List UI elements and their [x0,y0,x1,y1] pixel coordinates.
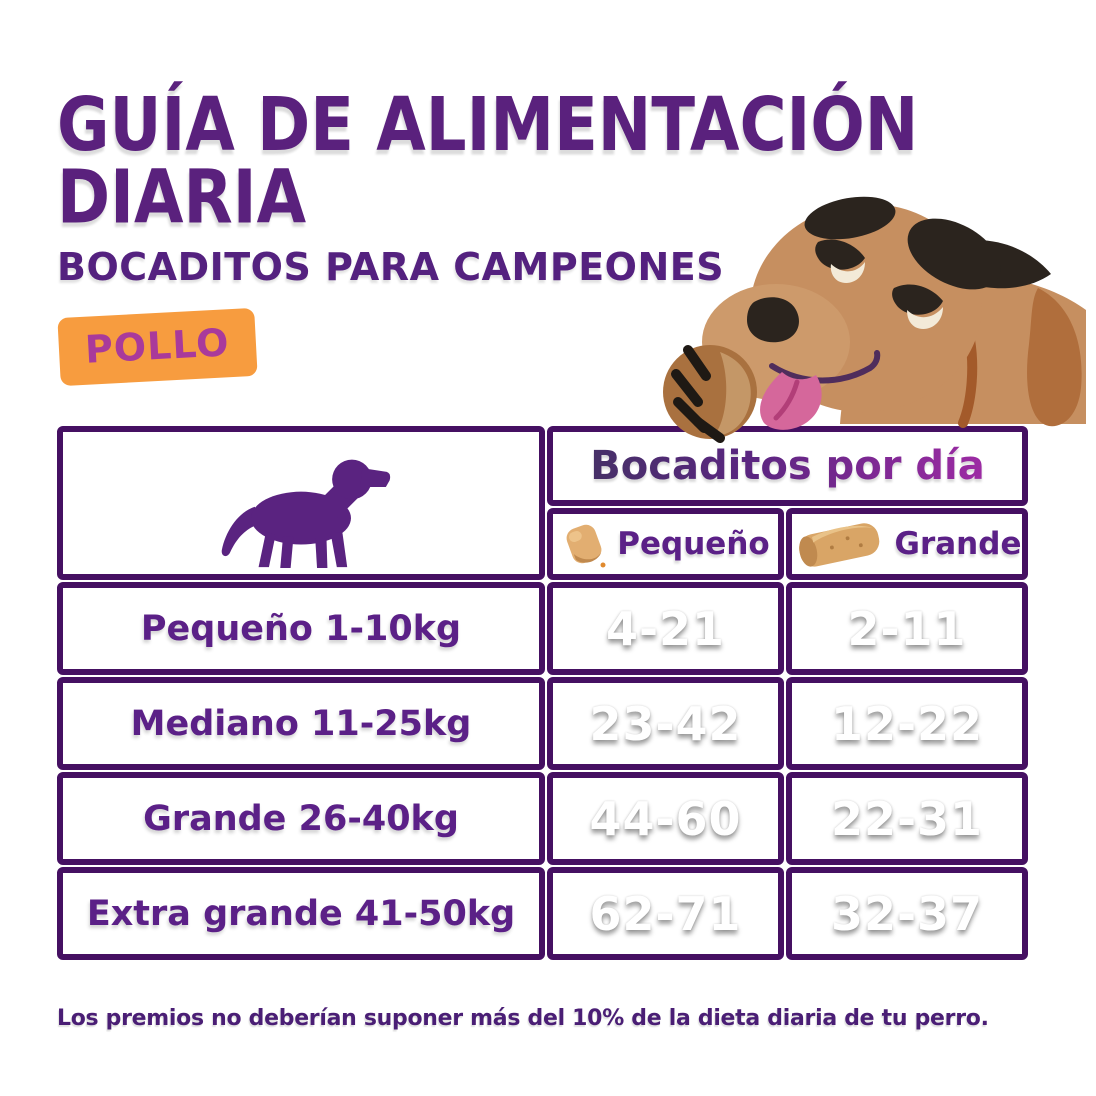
table-row-label: Pequeño 1-10kg [57,582,545,676]
table-row-label: Extra grande 41-50kg [57,867,545,961]
column-header-small-label: Pequeño [617,526,770,563]
table-row-label: Mediano 11-25kg [57,677,545,771]
page-title: GUÍA DE ALIMENTACIÓN DIARIA [57,83,1096,241]
title-line-2: DIARIA [57,155,307,241]
table-row-value-small: 23-42 [547,677,784,771]
large-treat-icon [798,523,879,568]
table-row-value-large: 22-31 [786,772,1028,866]
table-row-label: Grande 26-40kg [57,772,545,866]
title-line-1: GUÍA DE ALIMENTACIÓN [57,83,919,169]
table-row-value-large: 12-22 [786,677,1028,771]
table-row-value-small: 4-21 [547,582,784,676]
dog-illustration-icon [654,192,1086,444]
flavor-badge: POLLO [57,308,258,387]
footnote: Los premios no deberían suponer más del … [57,1006,989,1032]
treats-per-day-label: Bocaditos por día [590,443,985,490]
table-row-value-small: 62-71 [547,867,784,961]
dog-silhouette-icon [221,460,391,569]
column-header-small: Pequeño [547,508,784,581]
header: GUÍA DE ALIMENTACIÓN DIARIA BOCADITOS PA… [0,0,1096,387]
column-header-large-label: Grande [894,526,1022,563]
dog-size-header-cell [57,426,545,581]
table-row-value-large: 32-37 [786,867,1028,961]
feeding-table: Bocaditos por día Pequeño [57,426,1030,961]
column-header-large: Grande [786,508,1028,581]
table-row-value-small: 44-60 [547,772,784,866]
small-treat-icon [566,525,606,568]
subtitle: BOCADITOS PARA CAMPEONES [57,245,725,290]
table-row-value-large: 2-11 [786,582,1028,676]
